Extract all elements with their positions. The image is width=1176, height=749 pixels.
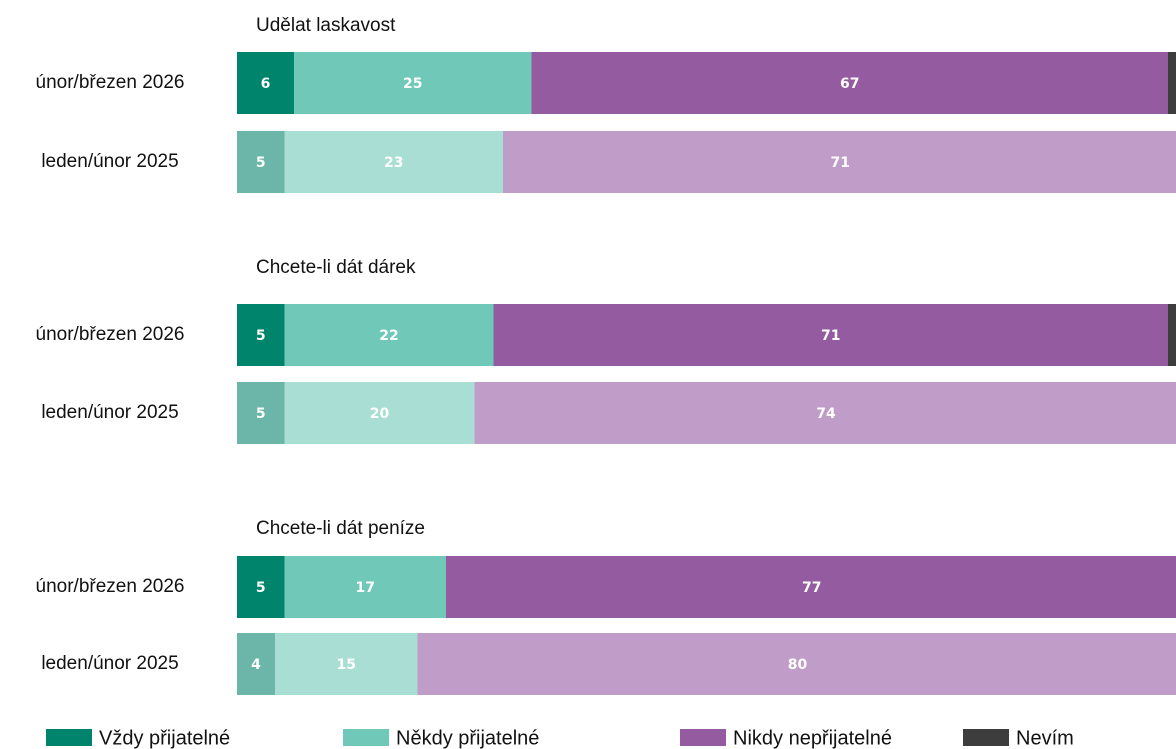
legend-swatch bbox=[343, 729, 389, 746]
data-label: 5 bbox=[256, 328, 266, 344]
data-label: 15 bbox=[337, 657, 356, 673]
y-tick-label: únor/březen 2026 bbox=[36, 72, 185, 93]
y-tick-label: únor/březen 2026 bbox=[36, 576, 185, 597]
bar-segment bbox=[417, 633, 1176, 695]
legend-label: Nikdy nepřijatelné bbox=[733, 727, 892, 749]
data-label: 77 bbox=[802, 580, 821, 596]
y-tick-label: leden/únor 2025 bbox=[41, 151, 178, 172]
data-label: 5 bbox=[256, 155, 266, 171]
legend-swatch bbox=[680, 729, 726, 746]
bar-segment bbox=[446, 556, 1176, 618]
data-label: 23 bbox=[384, 155, 403, 171]
data-label: 71 bbox=[831, 155, 850, 171]
data-label: 5 bbox=[256, 580, 266, 596]
bar-segment bbox=[294, 52, 532, 114]
y-tick-label: únor/březen 2026 bbox=[36, 324, 185, 345]
legend-label: Nevím bbox=[1016, 727, 1074, 749]
bar-segment bbox=[237, 131, 285, 193]
bar-segment bbox=[531, 52, 1168, 114]
bar-segment bbox=[237, 52, 294, 114]
data-label: 6 bbox=[261, 76, 271, 92]
legend-swatch bbox=[46, 729, 92, 746]
bar-segment bbox=[237, 633, 275, 695]
y-tick-label: leden/únor 2025 bbox=[41, 402, 178, 423]
panel-title: Udělat laskavost bbox=[256, 15, 396, 36]
bar-segment bbox=[237, 304, 285, 366]
data-label: 25 bbox=[403, 76, 422, 92]
panel-title: Chcete-li dát dárek bbox=[256, 257, 416, 278]
bar-segment bbox=[284, 556, 446, 618]
bar-segment bbox=[1168, 52, 1176, 114]
panel-title: Chcete-li dát peníze bbox=[256, 518, 425, 539]
bar-segment bbox=[503, 131, 1176, 193]
data-label: 4 bbox=[251, 657, 261, 673]
bar-segment bbox=[237, 382, 285, 444]
bar-segment bbox=[1168, 304, 1176, 366]
data-label: 71 bbox=[821, 328, 840, 344]
bar-segment bbox=[275, 633, 418, 695]
data-label: 17 bbox=[356, 580, 375, 596]
data-label: 20 bbox=[370, 406, 390, 422]
data-label: 5 bbox=[256, 406, 266, 422]
legend-label: Někdy přijatelné bbox=[396, 727, 539, 749]
data-label: 67 bbox=[840, 76, 859, 92]
bar-segment bbox=[237, 556, 285, 618]
bar-segment bbox=[284, 304, 494, 366]
bar-segment bbox=[493, 304, 1168, 366]
bar-segment bbox=[474, 382, 1176, 444]
data-label: 74 bbox=[816, 406, 836, 422]
legend-swatch bbox=[963, 729, 1009, 746]
data-label: 22 bbox=[379, 328, 398, 344]
bar-segment bbox=[284, 382, 475, 444]
legend-label: Vždy přijatelné bbox=[99, 727, 230, 749]
y-tick-label: leden/únor 2025 bbox=[41, 653, 178, 674]
data-label: 80 bbox=[788, 657, 808, 673]
bar-segment bbox=[284, 131, 503, 193]
